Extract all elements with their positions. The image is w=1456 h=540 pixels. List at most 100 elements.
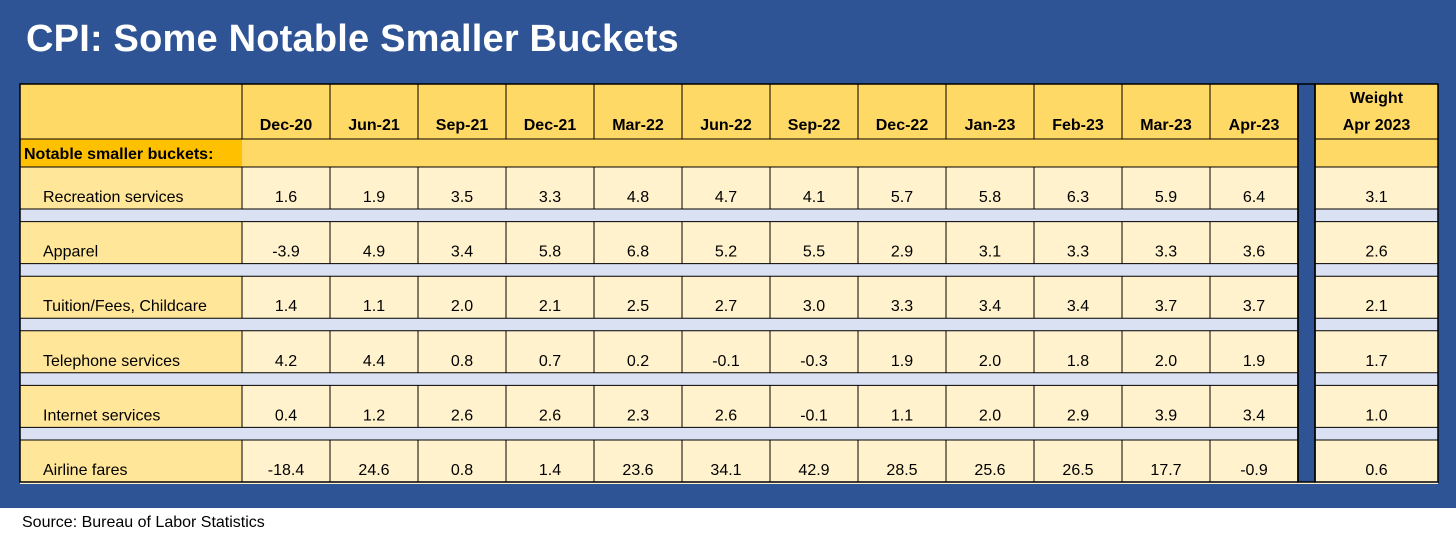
weight-value-cell <box>1315 440 1438 482</box>
data-value: 1.2 <box>363 407 385 424</box>
weight-value-cell <box>1315 221 1438 264</box>
data-value: 3.0 <box>803 298 825 315</box>
data-value: 3.4 <box>1243 407 1265 424</box>
data-value: -3.9 <box>272 244 300 261</box>
data-value: 3.3 <box>1155 244 1177 261</box>
data-value: 0.7 <box>539 353 561 370</box>
row-label: Apparel <box>43 244 98 261</box>
divider-border <box>1297 83 1316 483</box>
row-label: Internet services <box>43 407 160 424</box>
data-value: 2.5 <box>627 298 649 315</box>
data-value: 42.9 <box>798 462 829 479</box>
data-value: 2.0 <box>451 298 473 315</box>
row-label: Tuition/Fees, Childcare <box>43 298 207 315</box>
row-label: Telephone services <box>43 353 180 370</box>
data-value: 3.3 <box>539 189 561 206</box>
column-header: Apr-23 <box>1229 117 1280 134</box>
data-value: 3.1 <box>979 244 1001 261</box>
data-value: 3.7 <box>1155 298 1177 315</box>
data-value: 2.6 <box>451 407 473 424</box>
weight-header-cell <box>1315 84 1438 139</box>
data-value: 2.9 <box>1067 407 1089 424</box>
data-value: 26.5 <box>1062 462 1093 479</box>
weight-value: 2.6 <box>1365 244 1387 261</box>
data-value: 2.0 <box>1155 353 1177 370</box>
data-value: 2.9 <box>891 244 913 261</box>
weight-row-separator <box>1315 318 1438 331</box>
data-value: 2.0 <box>979 353 1001 370</box>
data-value: 24.6 <box>358 462 389 479</box>
weight-row-separator <box>1315 263 1438 277</box>
data-value: 0.8 <box>451 353 473 370</box>
row-label-cell <box>20 276 242 319</box>
data-value: 3.7 <box>1243 298 1265 315</box>
column-header: Jun-22 <box>700 117 752 134</box>
row-separator <box>20 427 1298 440</box>
data-value: 6.8 <box>627 244 649 261</box>
data-value: 2.7 <box>715 298 737 315</box>
data-value: 3.4 <box>979 298 1001 315</box>
column-header: Sep-22 <box>788 117 841 134</box>
data-value: 2.6 <box>715 407 737 424</box>
data-value: 1.9 <box>891 353 913 370</box>
data-value: 0.8 <box>451 462 473 479</box>
data-value: 3.4 <box>451 244 473 261</box>
data-value: 5.2 <box>715 244 737 261</box>
row-label-cell <box>20 167 242 209</box>
weight-value: 0.6 <box>1365 462 1387 479</box>
column-header: Dec-22 <box>876 117 929 134</box>
data-value: 2.6 <box>539 407 561 424</box>
row-label-cell <box>20 330 242 373</box>
data-value: -0.1 <box>712 353 740 370</box>
cpi-table: Dec-20 Jun-21 Sep-21 Dec-21 Mar-22 Jun-22 Sep-… <box>19 83 1439 484</box>
data-value: 5.8 <box>539 244 561 261</box>
page-title: CPI: Some Notable Smaller Buckets <box>26 18 679 60</box>
section-label-cell <box>20 139 242 167</box>
data-value: 2.0 <box>979 407 1001 424</box>
row-label-cell <box>20 385 242 428</box>
weight-section-cell <box>1315 139 1438 167</box>
data-value: 6.3 <box>1067 189 1089 206</box>
weight-value-cell <box>1315 276 1438 319</box>
column-divider <box>1298 84 1315 482</box>
row-label-cell <box>20 440 242 482</box>
data-value: 34.1 <box>710 462 741 479</box>
data-value: 25.6 <box>974 462 1005 479</box>
column-header: Jan-23 <box>965 117 1016 134</box>
weight-header-line1: Weight <box>1350 90 1404 107</box>
data-value: 4.4 <box>363 353 385 370</box>
data-value: 1.6 <box>275 189 297 206</box>
section-label: Notable smaller buckets: <box>24 146 213 163</box>
data-value: -0.3 <box>800 353 828 370</box>
weight-row-separator <box>1315 372 1438 386</box>
data-value: 4.7 <box>715 189 737 206</box>
weight-row-separator <box>1315 209 1438 222</box>
data-value: 2.1 <box>539 298 561 315</box>
data-value: 1.1 <box>891 407 913 424</box>
data-value: 1.8 <box>1067 353 1089 370</box>
data-value: 23.6 <box>622 462 653 479</box>
data-value: 5.7 <box>891 189 913 206</box>
row-separator <box>20 263 1298 277</box>
weight-header-line2: Apr 2023 <box>1343 117 1411 134</box>
data-value: 3.4 <box>1067 298 1089 315</box>
data-value: 3.3 <box>891 298 913 315</box>
data-value: -0.9 <box>1240 462 1268 479</box>
data-value: -0.1 <box>800 407 828 424</box>
weight-value: 1.0 <box>1365 407 1387 424</box>
row-label: Airline fares <box>43 462 127 479</box>
row-label: Recreation services <box>43 189 184 206</box>
row-label-cell <box>20 221 242 264</box>
data-value: 3.6 <box>1243 244 1265 261</box>
row-separator <box>20 372 1298 386</box>
row-separator <box>20 209 1298 222</box>
weight-value: 1.7 <box>1365 353 1387 370</box>
column-header: Dec-21 <box>524 117 577 134</box>
data-value: 1.4 <box>539 462 561 479</box>
data-value: 5.9 <box>1155 189 1177 206</box>
column-header: Sep-21 <box>436 117 489 134</box>
row-separator <box>20 318 1298 331</box>
data-value: 28.5 <box>886 462 917 479</box>
column-header: Mar-22 <box>612 117 664 134</box>
column-header: Feb-23 <box>1052 117 1104 134</box>
